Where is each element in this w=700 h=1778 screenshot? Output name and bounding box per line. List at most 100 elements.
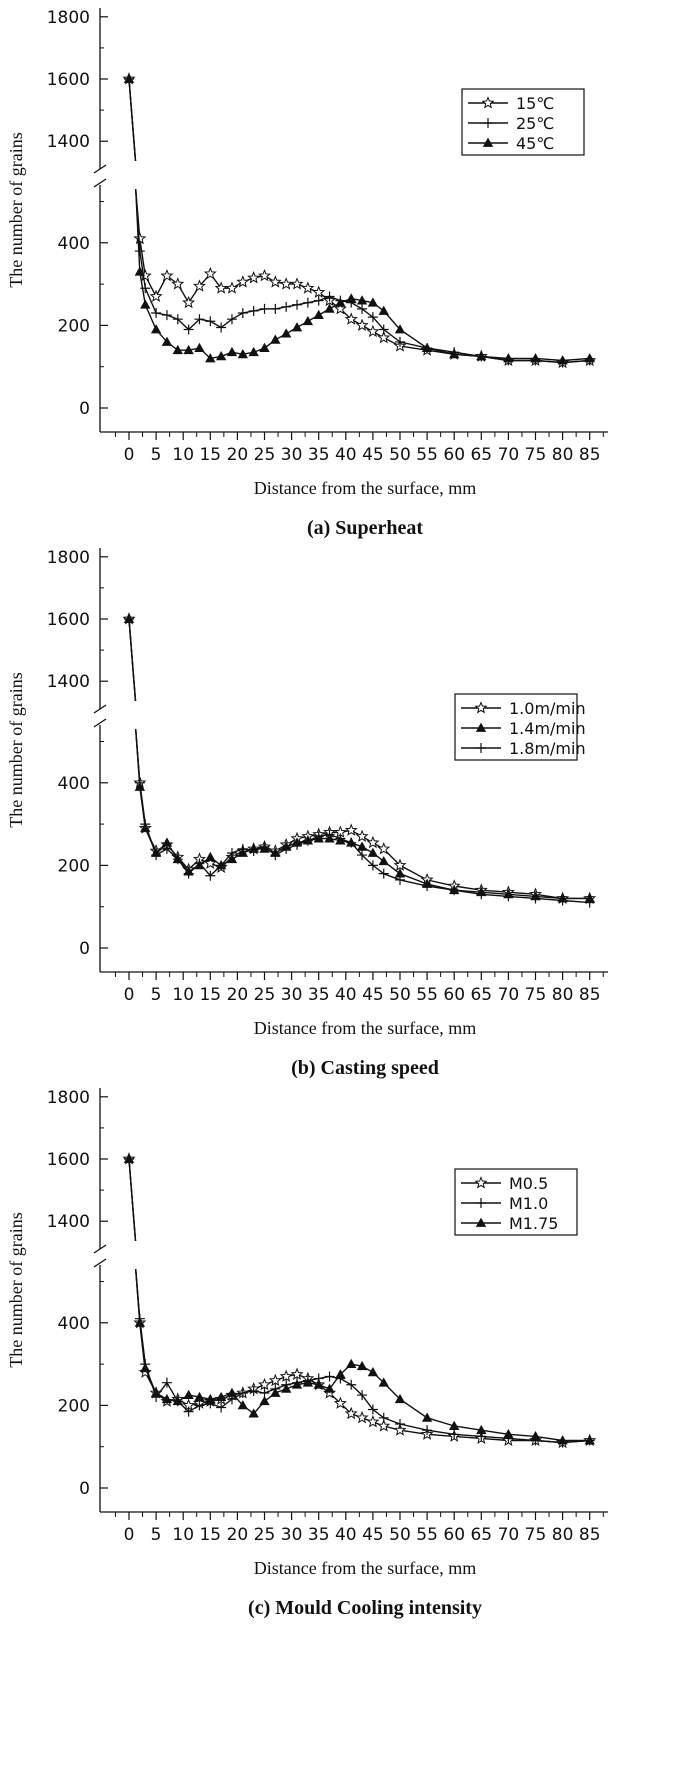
data-point [216,322,227,333]
x-tick-label: 75 [525,985,547,1005]
x-tick-label: 15 [199,985,221,1005]
data-point [226,848,237,859]
x-tick-label: 15 [199,1525,221,1545]
x-tick-label: 75 [525,445,547,465]
x-tick-label: 55 [416,445,438,465]
axis-break-mark [93,718,107,728]
legend-label: 45℃ [516,134,554,153]
data-point [151,308,162,319]
data-point [281,301,292,312]
x-tick-label: 70 [498,985,520,1005]
data-point [335,1369,346,1379]
series-line [135,188,590,364]
data-point [378,855,389,866]
data-point [205,851,216,862]
legend-label: M1.0 [509,1194,548,1213]
data-point [183,1406,194,1417]
data-point [280,328,292,338]
x-tick-label: 60 [443,1525,465,1545]
data-point [194,1400,205,1411]
y-tick-label: 0 [79,399,90,419]
legend-marker [474,701,488,714]
data-point [530,1431,541,1441]
data-point [422,1425,433,1436]
y-tick-label: 0 [79,939,90,959]
data-point [194,1391,205,1402]
data-point [172,854,183,865]
data-point [192,279,206,292]
legend-marker [481,96,495,109]
legend-marker [483,118,493,128]
data-point [324,1371,335,1382]
y-tick-label: 400 [58,234,90,254]
x-tick-label: 50 [389,1525,411,1545]
data-point [134,246,145,257]
data-point [366,1415,380,1428]
data-point [344,823,358,836]
legend: 15℃25℃45℃ [461,88,585,156]
data-point [377,842,391,855]
data-point [268,275,282,288]
data-point [357,850,368,861]
data-point [161,336,173,346]
data-point [367,1404,378,1415]
data-point [205,870,216,881]
data-point [366,835,380,849]
data-point [476,889,487,900]
data-point [449,1420,460,1430]
y-tick-label: 1800 [47,8,90,28]
data-point [183,344,194,355]
y-axis-title: The number of grains [6,672,26,827]
data-point [205,1393,216,1404]
x-tick-label: 50 [389,445,411,465]
data-point [302,315,314,326]
data-point [503,1428,514,1439]
data-point [421,342,433,353]
panel-caption: (b) Casting speed [291,1057,439,1079]
data-point [160,268,174,282]
data-point [346,1379,357,1390]
legend-label: 1.8m/min [509,739,586,758]
data-point [530,893,541,904]
data-point [449,1429,460,1440]
legend-marker [476,1198,486,1208]
data-point [313,831,324,842]
x-axis-title: Distance from the surface, mm [254,1018,476,1038]
series-25℃ [124,74,595,368]
data-point [367,847,379,857]
data-point [557,1435,568,1445]
x-tick-label: 10 [172,985,194,1005]
x-tick-label: 80 [552,1525,574,1545]
legend-label: M1.75 [509,1214,558,1233]
legend: M0.5M1.0M1.75 [454,1168,578,1236]
data-point [584,353,595,363]
data-point [290,277,304,290]
data-point [292,839,303,850]
data-point [421,1412,433,1422]
axis-break-mark [93,1244,107,1254]
data-point [377,1419,391,1432]
axis-break-mark [93,1258,107,1268]
x-tick-label: 60 [443,985,465,1005]
data-point [324,303,335,313]
y-tick-label: 1400 [47,672,90,692]
data-point [214,281,228,294]
data-point [503,353,514,363]
x-tick-label: 70 [498,1525,520,1545]
legend-label: 1.0m/min [509,699,586,718]
data-point [449,885,460,896]
data-point [123,73,135,83]
data-point [161,1393,173,1404]
x-tick-label: 85 [579,445,601,465]
data-point [346,293,357,303]
data-point [280,1383,292,1393]
legend-label: 15℃ [516,94,554,113]
legend-label: 25℃ [516,114,554,133]
axis-break-mark [93,164,107,174]
data-point [203,856,217,869]
data-point [259,841,270,852]
legend-box [454,693,578,761]
x-tick-label: 0 [124,445,135,465]
data-point [357,1390,368,1401]
